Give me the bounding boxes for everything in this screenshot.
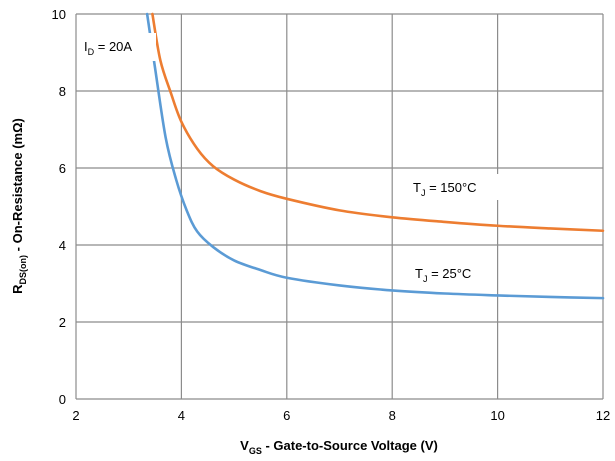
y-tick-label: 6 bbox=[59, 161, 66, 176]
x-tick-label: 6 bbox=[283, 408, 290, 423]
series-line-tj-25 bbox=[145, 12, 605, 300]
annotation-drain-current: ID = 20A bbox=[84, 39, 132, 57]
y-tick-label: 4 bbox=[59, 238, 66, 253]
y-tick-label: 2 bbox=[59, 315, 66, 330]
series-layer bbox=[145, 12, 605, 300]
annotation-tj-150: TJ = 150°C bbox=[413, 180, 477, 198]
y-tick-label: 0 bbox=[59, 392, 66, 407]
annotation-hot-background bbox=[408, 174, 500, 200]
x-axis-title: VGS - Gate-to-Source Voltage (V) bbox=[240, 438, 438, 456]
y-axis-title: RDS(on) - On-Resistance (mΩ) bbox=[10, 118, 28, 294]
annotation-tj-25: TJ = 25°C bbox=[415, 266, 471, 284]
x-tick-label: 4 bbox=[178, 408, 185, 423]
x-tick-label: 12 bbox=[596, 408, 610, 423]
annotation-cold-background bbox=[409, 260, 495, 286]
y-tick-label: 8 bbox=[59, 84, 66, 99]
grid bbox=[75, 13, 604, 400]
x-tick-label: 10 bbox=[490, 408, 504, 423]
series-line-tj-150 bbox=[151, 12, 605, 233]
y-tick-label: 10 bbox=[52, 7, 66, 22]
x-tick-label: 8 bbox=[389, 408, 396, 423]
x-tick-label: 2 bbox=[72, 408, 79, 423]
annotation-id-background bbox=[78, 33, 156, 61]
